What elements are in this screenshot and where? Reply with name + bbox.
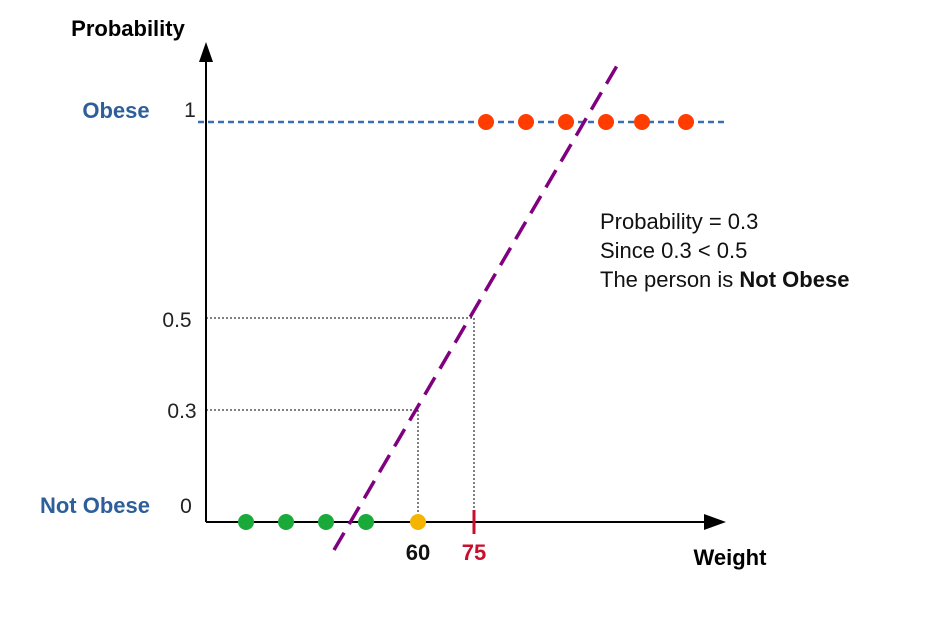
- annotation-line-2: Since 0.3 < 0.5: [600, 238, 747, 263]
- obese-point: [518, 114, 534, 130]
- x-axis-title: Weight: [694, 545, 768, 570]
- y-axis-arrow: [199, 42, 213, 62]
- obese-point: [558, 114, 574, 130]
- y-tick-0-5: 0.5: [162, 309, 191, 332]
- not-obese-label: Not Obese: [40, 493, 150, 518]
- annotation: Probability = 0.3 Since 0.3 < 0.5 The pe…: [600, 209, 849, 292]
- regression-line: [332, 63, 620, 551]
- annotation-line-3-prefix: The person is: [600, 267, 739, 292]
- not-obese-point: [358, 514, 374, 530]
- y-tick-0: 0: [180, 495, 192, 518]
- annotation-line-3: The person is Not Obese: [600, 267, 849, 292]
- x-label-60: 60: [406, 540, 430, 565]
- obese-point: [598, 114, 614, 130]
- annotation-line-3-bold: Not Obese: [739, 267, 849, 292]
- obese-point: [634, 114, 650, 130]
- obese-points: [478, 114, 694, 130]
- not-obese-points: [238, 514, 374, 530]
- x-axis-arrow: [704, 514, 726, 530]
- not-obese-point: [318, 514, 334, 530]
- not-obese-point: [278, 514, 294, 530]
- obese-label: Obese: [82, 98, 149, 123]
- y-tick-1: 1: [184, 99, 196, 122]
- obese-point: [678, 114, 694, 130]
- obese-point: [478, 114, 494, 130]
- x-label-75: 75: [462, 540, 486, 565]
- not-obese-point: [238, 514, 254, 530]
- query-point: [410, 514, 426, 530]
- y-tick-0-3: 0.3: [167, 400, 196, 423]
- annotation-line-1: Probability = 0.3: [600, 209, 758, 234]
- y-axis-title: Probability: [71, 16, 185, 41]
